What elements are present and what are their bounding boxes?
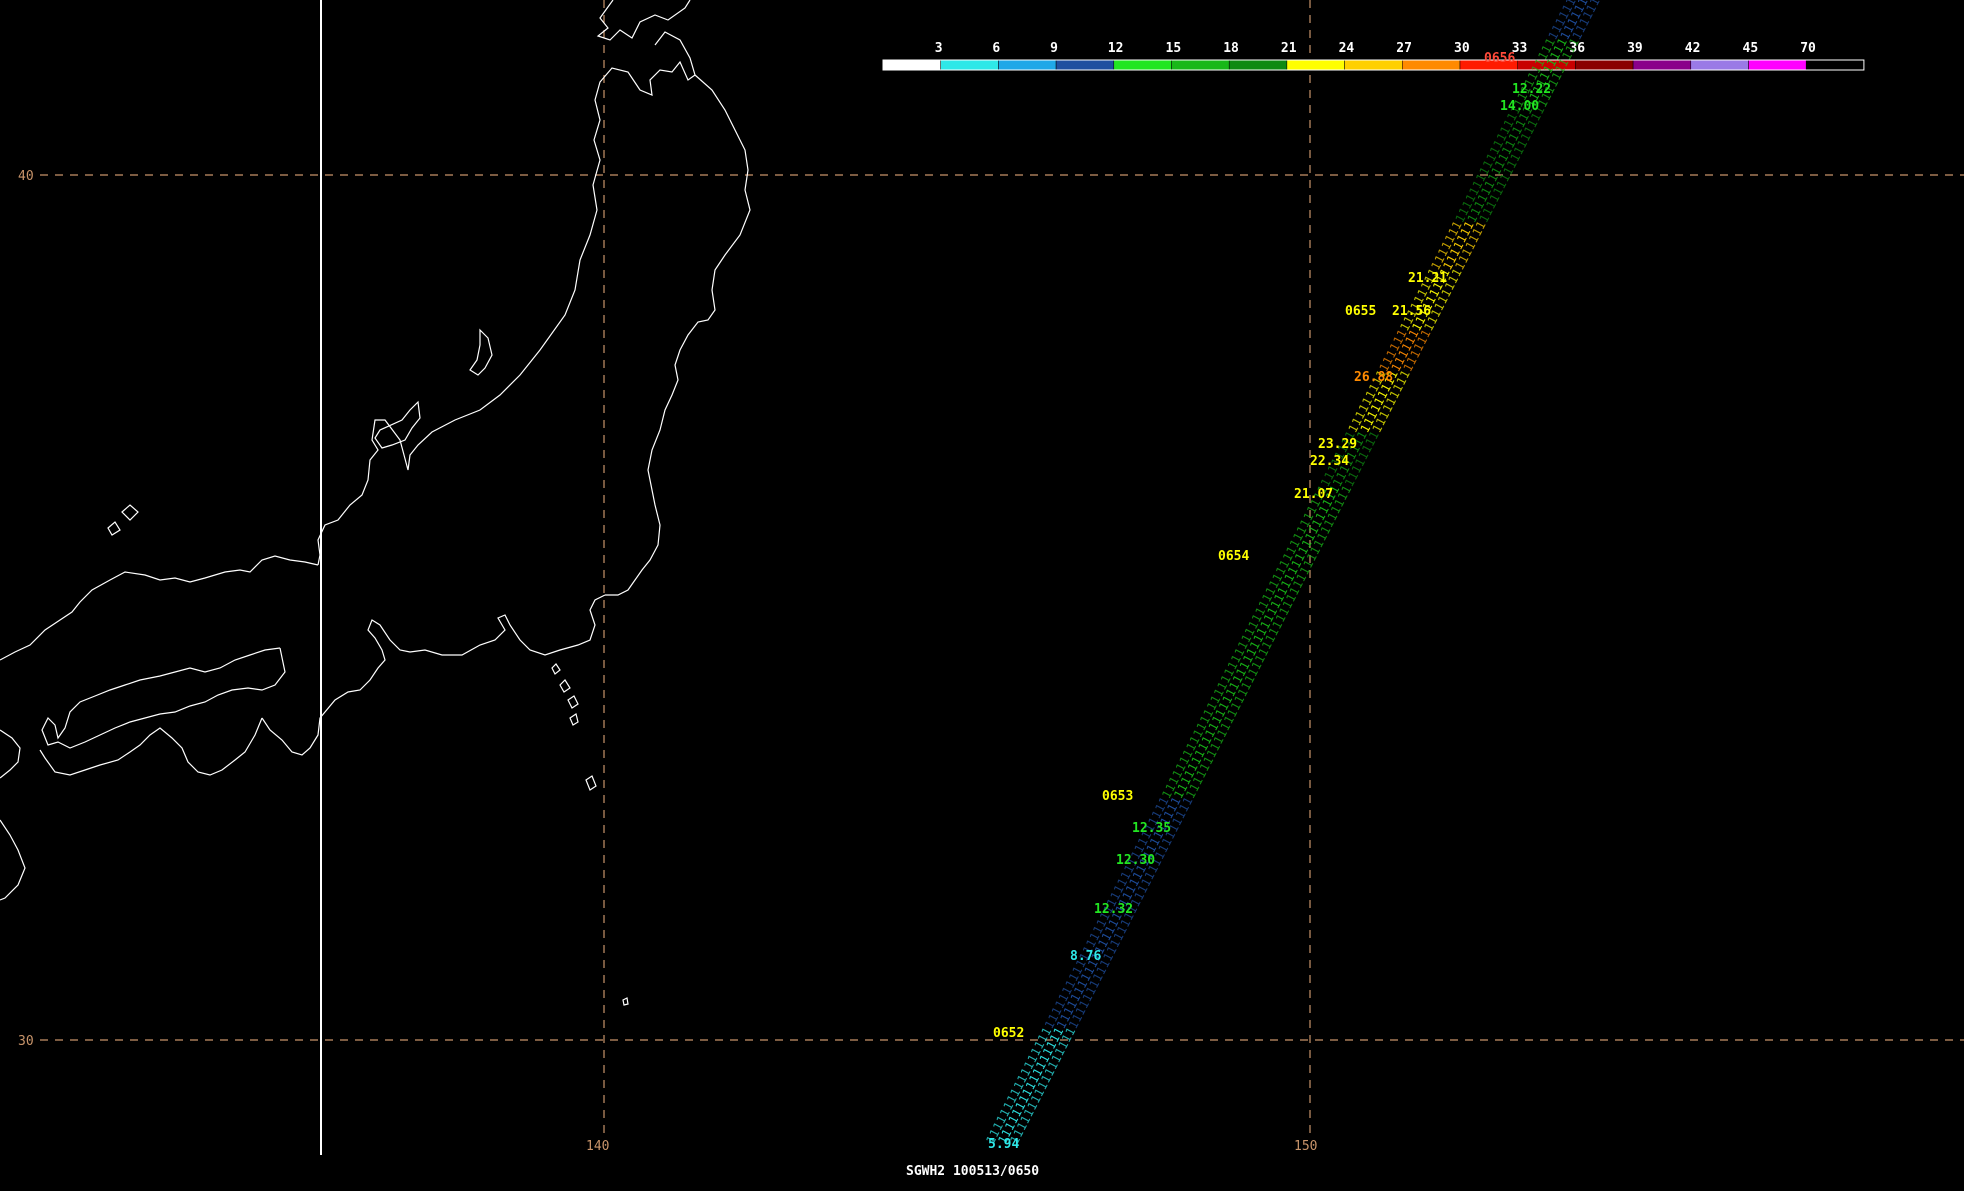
legend-tick-label: 24 bbox=[1339, 41, 1355, 56]
lat-label-40: 40 bbox=[18, 169, 34, 184]
legend-swatch bbox=[882, 59, 941, 71]
legend-swatch bbox=[1286, 59, 1345, 71]
time-label-0654: 0654 bbox=[1218, 549, 1249, 564]
coast-kyushu bbox=[0, 729, 26, 901]
island-noto bbox=[374, 400, 421, 449]
swath-mark: 1 bbox=[1575, 0, 1591, 8]
legend-swatch bbox=[1690, 59, 1749, 71]
legend-tick-label: 15 bbox=[1166, 41, 1182, 56]
lon-label-150: 150 bbox=[1294, 1139, 1317, 1154]
track-value-8: 23.29 bbox=[1318, 437, 1357, 452]
time-label-0653: 0653 bbox=[1102, 789, 1133, 804]
legend-swatch bbox=[1171, 59, 1230, 71]
swath-mark: 1 bbox=[1563, 0, 1579, 8]
graticule bbox=[40, 0, 1964, 1140]
legend-swatch bbox=[1575, 59, 1634, 71]
legend-tick-label: 18 bbox=[1223, 41, 1239, 56]
legend-tick-label: 9 bbox=[1050, 41, 1058, 56]
coast-kii bbox=[39, 717, 263, 776]
track-value-7: 22.34 bbox=[1310, 454, 1349, 469]
legend-swatch bbox=[1113, 59, 1172, 71]
time-label-0655: 0655 bbox=[1345, 304, 1376, 319]
track-value-6: 21.07 bbox=[1294, 487, 1333, 502]
island-izu-2 bbox=[559, 679, 571, 693]
legend-tick-label: 33 bbox=[1512, 41, 1528, 56]
legend-swatch bbox=[1632, 59, 1692, 71]
lon-label-140: 140 bbox=[586, 1139, 609, 1154]
legend-tick-label: 3 bbox=[935, 41, 943, 56]
legend-tick-label: 36 bbox=[1569, 41, 1585, 56]
time-label-0656: 0656 bbox=[1484, 51, 1515, 66]
track-value-9: 26.88 bbox=[1354, 370, 1393, 385]
legend-tick-label: 45 bbox=[1743, 41, 1759, 56]
coast-shikoku bbox=[41, 647, 286, 749]
coast-honshu-east bbox=[605, 74, 751, 596]
island-sado bbox=[469, 328, 493, 376]
legend-swatch bbox=[1805, 59, 1865, 71]
track-value-2: 8.76 bbox=[1070, 949, 1101, 964]
coast-honshu-north bbox=[317, 0, 696, 566]
lat-label-30: 30 bbox=[18, 1034, 34, 1049]
legend-swatch bbox=[1228, 59, 1288, 71]
legend-tick-label: 27 bbox=[1396, 41, 1412, 56]
track-value-5: 12.35 bbox=[1132, 821, 1171, 836]
swath-track: 1111111111111111111111111111111111111111… bbox=[983, 0, 1606, 1146]
legend-tick-label: 39 bbox=[1627, 41, 1643, 56]
island-izu-4 bbox=[569, 713, 579, 726]
legend-tick-label: 12 bbox=[1108, 41, 1124, 56]
legend-tick-label: 21 bbox=[1281, 41, 1297, 56]
legend-swatch bbox=[940, 59, 999, 71]
legend-swatch bbox=[1402, 59, 1461, 71]
legend-tick-label: 42 bbox=[1685, 41, 1701, 56]
island-izu-5 bbox=[585, 775, 597, 791]
track-value-3: 12.32 bbox=[1094, 902, 1133, 917]
track-value-4: 12.30 bbox=[1116, 853, 1155, 868]
track-value-12: 12.22 bbox=[1512, 82, 1551, 97]
coast-western-honshu bbox=[0, 555, 319, 661]
legend-tick-label: 70 bbox=[1800, 41, 1816, 56]
island-izu-1 bbox=[551, 663, 561, 675]
legend-swatch bbox=[1748, 59, 1807, 71]
coastline bbox=[0, 0, 751, 1006]
legend-swatch bbox=[1344, 59, 1403, 71]
track-value-11: 21.21 bbox=[1408, 271, 1447, 286]
legend-tick-label: 30 bbox=[1454, 41, 1470, 56]
track-value-10: 21.56 bbox=[1392, 304, 1431, 319]
legend-swatch bbox=[1055, 59, 1115, 71]
product-footer-label: SGWH2 100513/0650 bbox=[906, 1164, 1039, 1179]
track-value-13: 14.00 bbox=[1500, 99, 1539, 114]
island-izu-6 bbox=[622, 997, 629, 1006]
legend-swatch bbox=[998, 59, 1057, 71]
track-value-1: 5.94 bbox=[988, 1137, 1019, 1152]
island-izu-3 bbox=[567, 695, 579, 709]
time-label-0652: 0652 bbox=[993, 1026, 1024, 1041]
legend-tick-label: 6 bbox=[992, 41, 1000, 56]
legend-frame bbox=[882, 59, 1865, 71]
island-oki bbox=[107, 504, 139, 536]
wave-height-legend: 3 6 9 12 15 18 21 24 27 30 33 36 39 42 45 70 bbox=[882, 41, 1865, 71]
swath-mark: 1 bbox=[1587, 0, 1603, 8]
coast-kanto bbox=[261, 594, 606, 756]
